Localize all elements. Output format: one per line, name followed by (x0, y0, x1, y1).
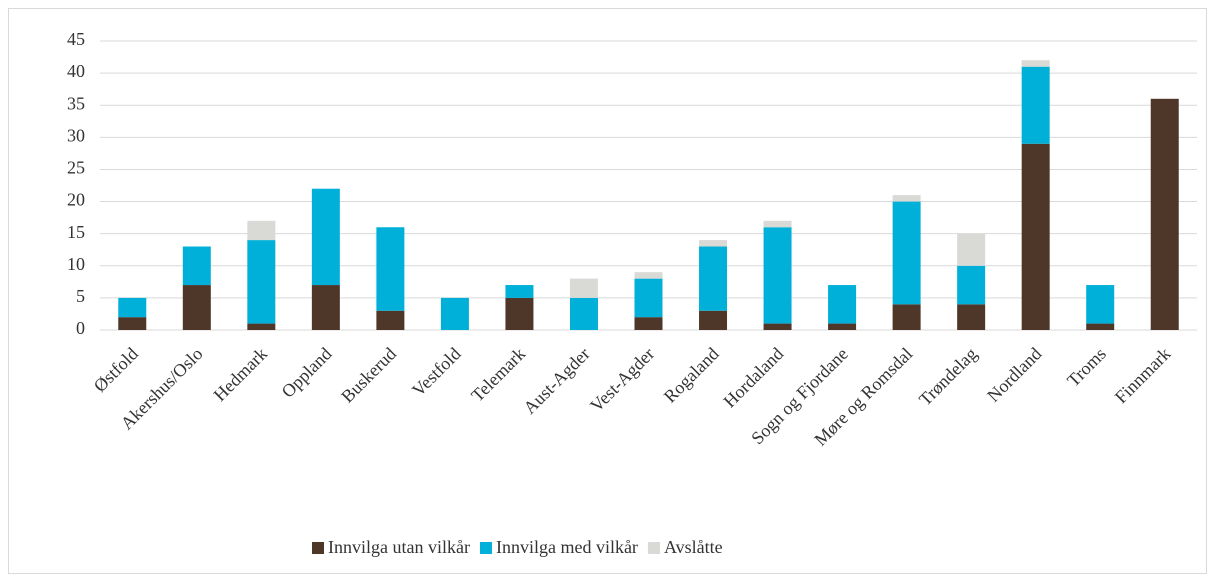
bar-segment (892, 304, 921, 330)
bar-segment (1021, 66, 1050, 144)
bar-segment (634, 272, 663, 279)
bar-segment (699, 310, 728, 330)
x-tick-label: Telemark (467, 344, 529, 406)
x-tick-label: Rogaland (660, 344, 723, 407)
bar-segment (828, 285, 857, 324)
bar-segment (1086, 285, 1115, 324)
x-tick-label: Aust-Agder (519, 344, 593, 418)
bar-segment (440, 297, 469, 330)
y-tick-label: 45 (67, 29, 85, 49)
x-tick-label: Hedmark (210, 344, 272, 406)
x-tick-label: Oppland (278, 344, 336, 402)
bar-segment (892, 201, 921, 305)
bar-segment (569, 278, 598, 298)
x-tick-label: Finnmark (1111, 344, 1175, 408)
bar-segment (699, 246, 728, 311)
y-tick-label: 30 (67, 125, 85, 145)
y-tick-label: 0 (76, 318, 85, 338)
bar-segment (247, 220, 276, 241)
x-tick-label: Nordland (983, 344, 1045, 406)
x-tick-label: Buskerud (337, 344, 400, 407)
bar-segment (828, 323, 857, 330)
bar-segment (763, 323, 792, 330)
y-tick-label: 5 (76, 286, 85, 306)
bar-segment (1021, 143, 1050, 330)
bar-segment (376, 310, 405, 330)
bar-segment (763, 220, 792, 228)
x-tick-label: Hordaland (719, 344, 787, 412)
y-tick-label: 40 (67, 61, 85, 81)
bar-segment (763, 227, 792, 324)
bar-segment (957, 265, 986, 305)
legend-swatch (647, 542, 660, 554)
legend-label: Innvilga med vilkår (496, 537, 638, 557)
bar-segment (699, 240, 728, 247)
bar-segment (634, 278, 663, 318)
bar-segment (634, 317, 663, 330)
y-tick-label: 20 (67, 190, 85, 210)
bar-segment (892, 195, 921, 202)
x-tick-label: Vestfold (408, 344, 465, 401)
legend-swatch (479, 542, 492, 554)
bar-segment (118, 317, 147, 330)
chart-frame (8, 8, 1207, 574)
y-tick-label: 25 (67, 158, 85, 178)
x-tick-label: Trøndelag (915, 344, 981, 410)
bar-segment (1021, 60, 1050, 67)
bar-segment (569, 297, 598, 330)
legend-swatch (312, 542, 324, 554)
x-tick-label: Troms (1063, 344, 1110, 391)
bar-segment (1086, 323, 1115, 330)
bar-segment (505, 285, 534, 298)
bar-segment (247, 323, 276, 330)
legend-label: Avslåtte (664, 537, 723, 557)
bar-segment (311, 188, 340, 286)
x-tick-label: Østfold (90, 344, 142, 396)
bar-segment (118, 297, 147, 318)
bar-segment (182, 246, 211, 286)
bar-segment (247, 240, 276, 324)
bar-segment (311, 285, 340, 330)
x-tick-label: Vest-Agder (586, 344, 658, 416)
y-tick-label: 15 (67, 222, 85, 242)
bar-segment (376, 227, 405, 311)
bar-segment (505, 297, 534, 330)
bar-segment (182, 285, 211, 330)
bar-segment (957, 233, 986, 266)
y-tick-label: 35 (67, 93, 85, 113)
bar-segment (957, 304, 986, 330)
y-tick-label: 10 (67, 254, 85, 274)
bar-segment (1150, 98, 1179, 330)
legend-label: Innvilga utan vilkår (328, 537, 470, 557)
